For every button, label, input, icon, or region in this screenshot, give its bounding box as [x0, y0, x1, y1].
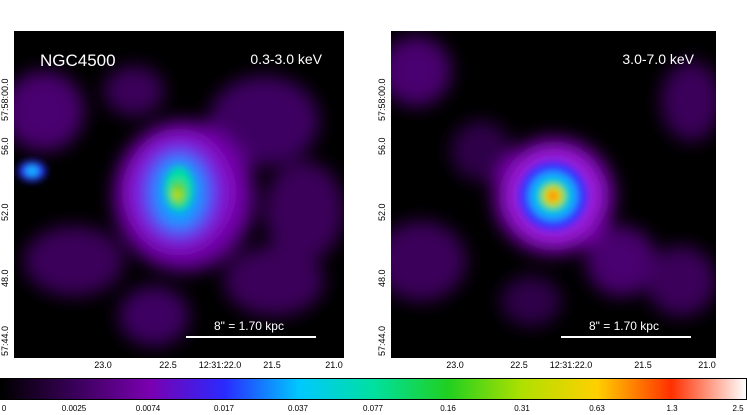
colorbar-tick-label: 0.0074 [135, 404, 161, 413]
energy-band-label: 0.3-3.0 keV [250, 51, 322, 67]
dec-tick-label: 56.0 [377, 137, 387, 155]
xray-image-soft [14, 66, 344, 346]
colorbar-tick-label: 0.31 [514, 404, 530, 413]
colorbar-tick-label: 0.077 [362, 404, 384, 413]
ra-axis-right: 23.0 22.5 12:31:22.0 21.5 21.0 [391, 360, 716, 372]
ra-tick-label: 21.0 [698, 360, 716, 370]
dec-tick-label: 57:44.0 [377, 325, 387, 356]
dec-axis-left: 57:58:00.0 56.0 52.0 48.0 57:44.0 [0, 31, 14, 358]
ra-tick-label: 23.0 [446, 360, 464, 370]
colorbar-tick-label: 0.63 [589, 404, 605, 413]
colorbar-tick-label: 0.037 [287, 404, 309, 413]
image-panel-hard-band: 3.0-7.0 keV 8" = 1.70 kpc [391, 31, 716, 358]
dec-tick-label: 52.0 [0, 203, 10, 221]
colorbar-tick-label: 0.0025 [61, 404, 87, 413]
colorbar-tick-label: 0.017 [213, 404, 235, 413]
ra-tick-label: 12:31:22.0 [549, 360, 593, 370]
dec-tick-label: 57:44.0 [0, 325, 10, 356]
colorbar [0, 378, 747, 400]
ra-tick-label: 23.0 [94, 360, 112, 370]
ra-tick-label: 22.5 [159, 360, 177, 370]
colorbar-tick-label: 1.3 [666, 404, 678, 413]
scale-bar-label: 8" = 1.70 kpc [589, 319, 659, 333]
dec-tick-label: 52.0 [377, 203, 387, 221]
dec-tick-label: 48.0 [377, 269, 387, 287]
xray-image-hard [391, 36, 716, 326]
ra-tick-label: 12:31:22.0 [198, 360, 242, 370]
colorbar-tick-label: 0 [1, 404, 7, 413]
image-panel-soft-band: NGC4500 0.3-3.0 keV 8" = 1.70 kpc [14, 31, 344, 358]
ra-tick-label: 22.5 [510, 360, 528, 370]
ra-tick-label: 21.5 [263, 360, 281, 370]
object-label: NGC4500 [40, 51, 116, 70]
colorbar-tick-labels: 0 0.0025 0.0074 0.017 0.037 0.077 0.16 0… [0, 404, 747, 415]
colorbar-tick-label: 0.16 [440, 404, 456, 413]
ra-axis-left: 23.0 22.5 12:31:22.0 21.5 21.0 [14, 360, 344, 372]
dec-axis-right: 57:58:00.0 56.0 52.0 48.0 57:44.0 [377, 31, 391, 358]
dec-tick-label: 57:58:00.0 [377, 78, 387, 121]
dec-tick-label: 57:58:00.0 [0, 78, 10, 121]
dec-tick-label: 48.0 [0, 269, 10, 287]
ra-tick-label: 21.5 [634, 360, 652, 370]
scale-bar [186, 336, 316, 338]
scale-bar [561, 336, 691, 338]
colorbar-tick-label: 2.5 [732, 404, 744, 413]
energy-band-label: 3.0-7.0 keV [622, 51, 694, 67]
dec-tick-label: 56.0 [0, 137, 10, 155]
scale-bar-label: 8" = 1.70 kpc [214, 319, 284, 333]
ra-tick-label: 21.0 [325, 360, 343, 370]
